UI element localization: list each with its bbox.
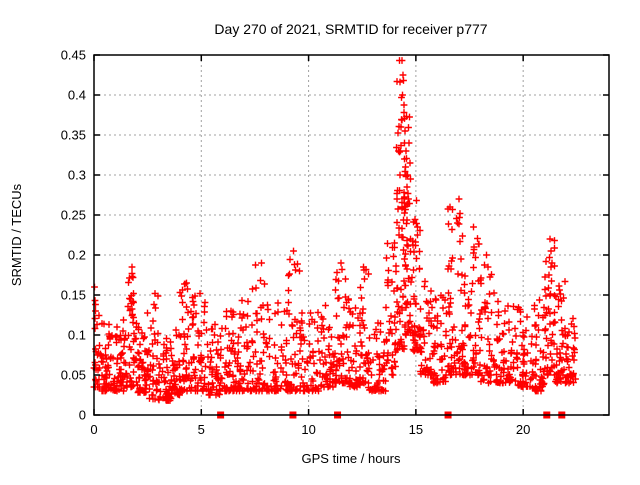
y-tick-label: 0.45 — [61, 48, 86, 63]
y-tick-label: 0.4 — [68, 88, 86, 103]
y-tick-label: 0.1 — [68, 328, 86, 343]
y-tick-label: 0.15 — [61, 288, 86, 303]
tick-labels: 0 5 10 15 20 0 0.05 0.1 0.15 0.2 0.25 0.3 0.35 0.4 0.4… — [61, 48, 531, 438]
y-tick-label: 0.35 — [61, 128, 86, 143]
y-tick-label: 0.05 — [61, 368, 86, 383]
chart-title: Day 270 of 2021, SRMTID for receiver p77… — [214, 21, 487, 37]
x-axis-label: GPS time / hours — [302, 451, 401, 466]
x-tick-label: 0 — [90, 422, 97, 437]
x-tick-label: 5 — [198, 422, 205, 437]
y-axis-label: SRMTID / TECUs — [9, 183, 24, 286]
x-tick-label: 15 — [409, 422, 423, 437]
y-tick-label: 0.2 — [68, 248, 86, 263]
x-tick-label: 10 — [301, 422, 315, 437]
y-tick-label: 0 — [79, 408, 86, 423]
axes-border — [93, 54, 610, 416]
x-tick-label: 20 — [516, 422, 530, 437]
y-tick-label: 0.25 — [61, 208, 86, 223]
y-tick-label: 0.3 — [68, 168, 86, 183]
